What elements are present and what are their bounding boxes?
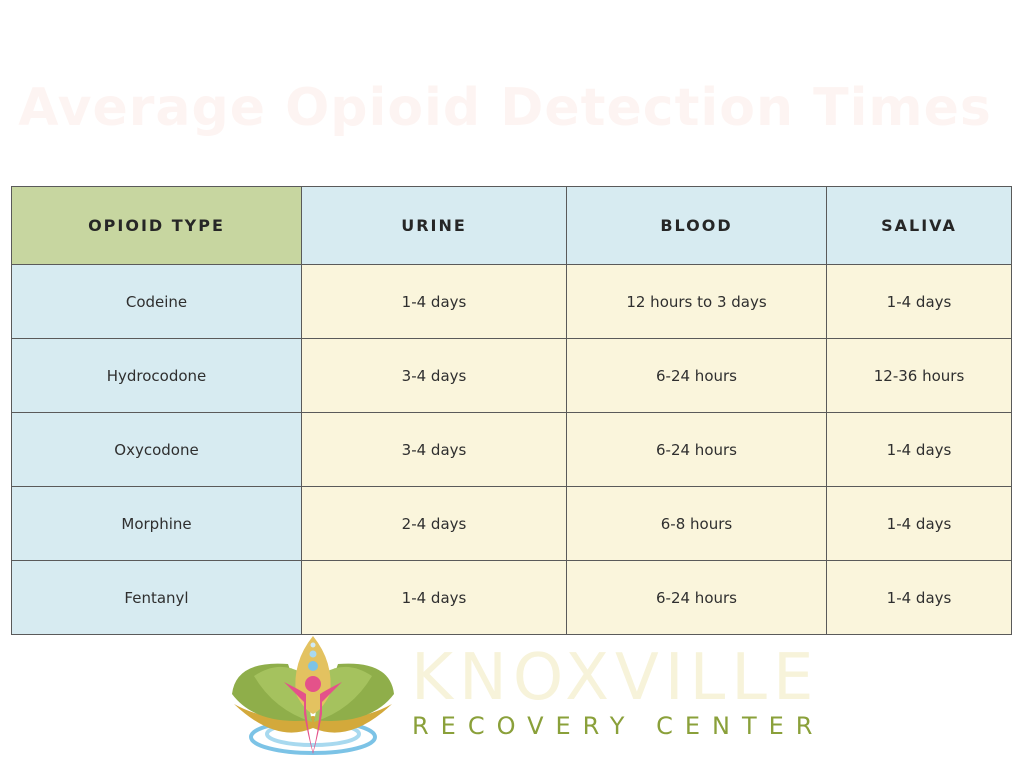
table-row: Morphine 2-4 days 6-8 hours 1-4 days xyxy=(11,486,1012,561)
saliva-cell: 12-36 hours xyxy=(826,338,1012,413)
blood-cell: 6-24 hours xyxy=(566,412,827,487)
blood-cell: 12 hours to 3 days xyxy=(566,264,827,339)
opioid-name-cell: Oxycodone xyxy=(11,412,302,487)
urine-cell: 1-4 days xyxy=(301,560,567,635)
column-header-opioid-type: OPIOID TYPE xyxy=(11,186,302,265)
lotus-person-icon xyxy=(232,636,394,755)
blood-cell: 6-8 hours xyxy=(566,486,827,561)
column-header-saliva: SALIVA xyxy=(826,186,1012,265)
brand-subtitle: RECOVERY CENTER xyxy=(412,712,825,740)
urine-cell: 1-4 days xyxy=(301,264,567,339)
opioid-name-cell: Codeine xyxy=(11,264,302,339)
saliva-cell: 1-4 days xyxy=(826,560,1012,635)
table-row: Oxycodone 3-4 days 6-24 hours 1-4 days xyxy=(11,412,1012,487)
saliva-cell: 1-4 days xyxy=(826,486,1012,561)
blood-cell: 6-24 hours xyxy=(566,338,827,413)
brand-name: KNOXVILLE xyxy=(411,641,820,715)
blood-cell: 6-24 hours xyxy=(566,560,827,635)
urine-cell: 3-4 days xyxy=(301,338,567,413)
opioid-name-cell: Fentanyl xyxy=(11,560,302,635)
column-header-urine: URINE xyxy=(301,186,567,265)
opioid-name-cell: Hydrocodone xyxy=(11,338,302,413)
table-row: Fentanyl 1-4 days 6-24 hours 1-4 days xyxy=(11,560,1012,635)
urine-cell: 2-4 days xyxy=(301,486,567,561)
column-header-blood: BLOOD xyxy=(566,186,827,265)
saliva-cell: 1-4 days xyxy=(826,264,1012,339)
table-row: Codeine 1-4 days 12 hours to 3 days 1-4 … xyxy=(11,264,1012,339)
detection-times-table: OPIOID TYPE URINE BLOOD SALIVA Codeine 1… xyxy=(11,186,1012,635)
table-header-row: OPIOID TYPE URINE BLOOD SALIVA xyxy=(11,186,1012,265)
saliva-cell: 1-4 days xyxy=(826,412,1012,487)
page-title: Average Opioid Detection Times xyxy=(18,78,992,138)
opioid-name-cell: Morphine xyxy=(11,486,302,561)
knoxville-logo: KNOXVILLE RECOVERY CENTER xyxy=(226,632,813,762)
urine-cell: 3-4 days xyxy=(301,412,567,487)
table-row: Hydrocodone 3-4 days 6-24 hours 12-36 ho… xyxy=(11,338,1012,413)
